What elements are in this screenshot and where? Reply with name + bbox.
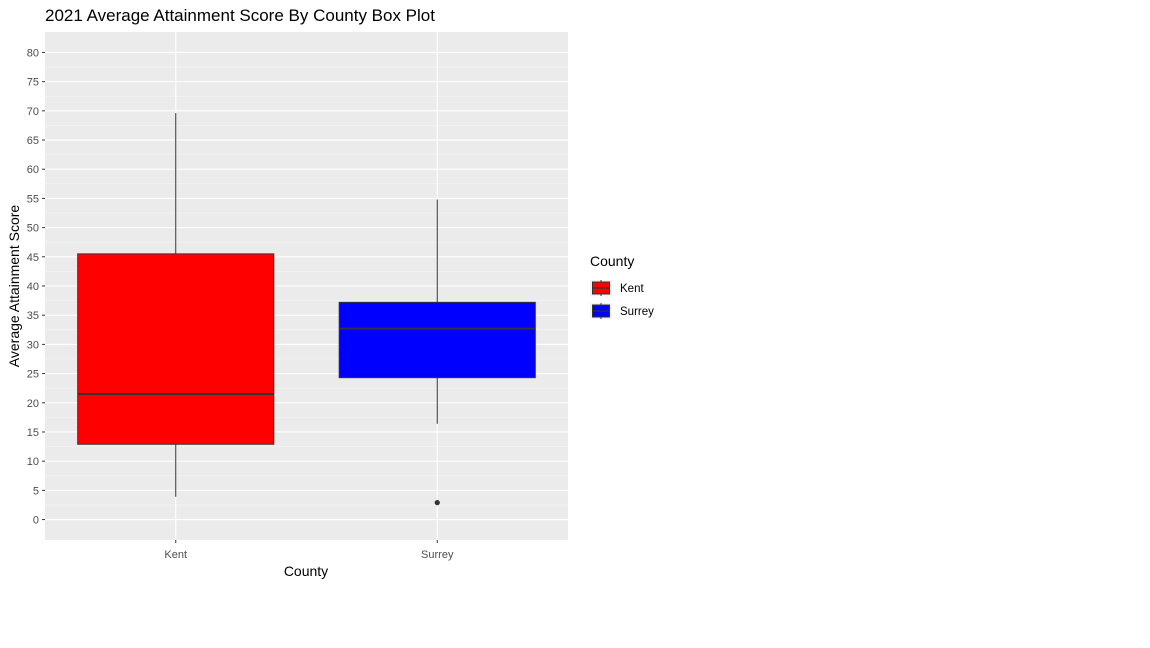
- box-iqr: [77, 253, 275, 445]
- y-tick-label: 45: [27, 252, 39, 264]
- y-tick-label: 10: [27, 456, 39, 468]
- legend-label: Surrey: [620, 306, 654, 318]
- y-tick-label: 60: [27, 164, 39, 176]
- y-tick-label: 80: [27, 47, 39, 59]
- y-tick-label: 15: [27, 427, 39, 439]
- y-tick-label: 35: [27, 310, 39, 322]
- legend: County Kent Surrey: [590, 253, 654, 319]
- legend-key-kent: [590, 280, 612, 296]
- x-axis-title: County: [284, 563, 328, 579]
- y-axis: 0 5 10 15 20 25 30 35 40 45 50 55 60 65 70 75 80: [27, 47, 45, 527]
- y-tick-label: 0: [33, 515, 39, 527]
- x-axis: Kent Surrey: [164, 540, 454, 561]
- y-tick-label: 20: [27, 398, 39, 410]
- outlier-point: [434, 500, 440, 506]
- legend-title: County: [590, 253, 634, 269]
- x-tick-label: Surrey: [421, 549, 454, 561]
- y-tick-label: 50: [27, 223, 39, 235]
- y-tick-label: 55: [27, 193, 39, 205]
- box-iqr: [338, 301, 536, 379]
- box-kent: [77, 113, 275, 497]
- y-tick-label: 65: [27, 135, 39, 147]
- y-tick-label: 30: [27, 339, 39, 351]
- chart-title: 2021 Average Attainment Score By County …: [45, 6, 435, 25]
- y-axis-title: Average Attainment Score: [6, 205, 22, 368]
- box-surrey: [338, 199, 536, 506]
- boxes-layer: [77, 113, 536, 506]
- y-tick-label: 70: [27, 106, 39, 118]
- legend-key-surrey: [590, 303, 612, 319]
- y-tick-label: 75: [27, 77, 39, 89]
- y-tick-label: 40: [27, 281, 39, 293]
- y-tick-label: 25: [27, 369, 39, 381]
- x-tick-label: Kent: [164, 549, 187, 561]
- legend-label: Kent: [620, 283, 644, 295]
- y-tick-label: 5: [33, 485, 39, 497]
